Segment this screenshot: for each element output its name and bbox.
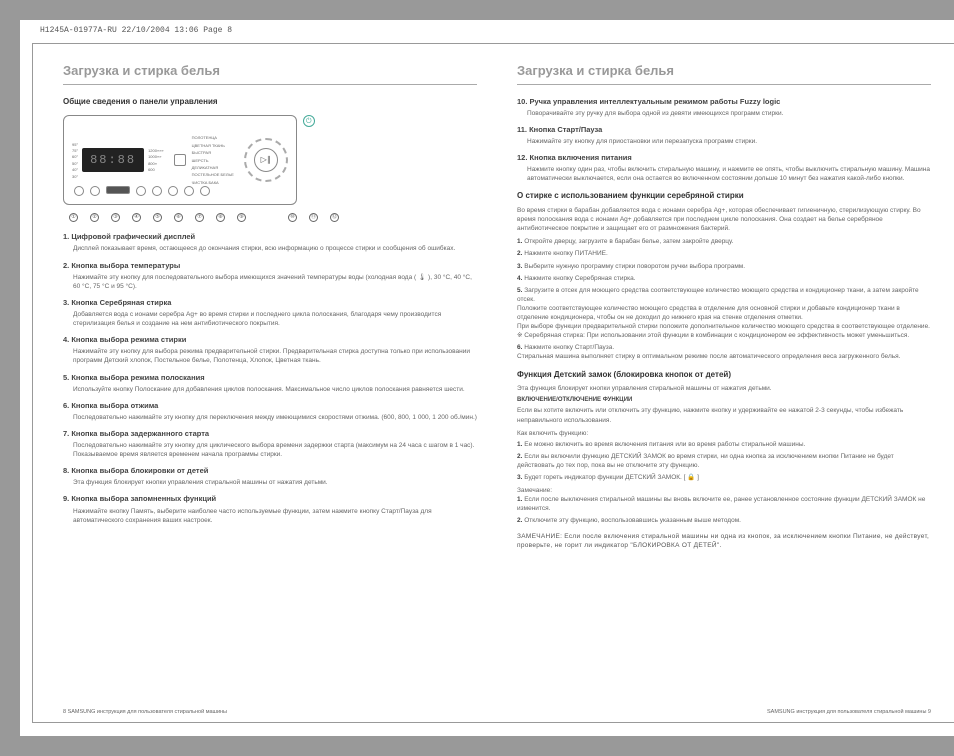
item-title: 9. Кнопка выбора запомненных функций: [63, 494, 477, 504]
step-item: 2. Нажмите кнопку ПИТАНИЕ.: [517, 249, 931, 258]
item-desc: Нажимайте кнопку Память, выберите наибол…: [63, 507, 477, 525]
memory-icon: [174, 154, 186, 166]
power-icon: ⏻: [303, 115, 315, 127]
step-item: 6. Нажмите кнопку Старт/Пауза.Стиральная…: [517, 343, 931, 361]
panel-button: [74, 186, 84, 196]
item-block: 6. Кнопка выбора отжима Последовательно н…: [63, 401, 477, 422]
step-item: 3. Будет гореть индикатор функции ДЕТСКИ…: [517, 473, 931, 482]
item-block: 12. Кнопка включения питания Нажмите кноп…: [517, 153, 931, 183]
panel-heading: Общие сведения о панели управления: [63, 97, 477, 108]
item-title: 3. Кнопка Серебряная стирка: [63, 298, 477, 308]
silver-heading: О стирке с использованием функции серебр…: [517, 191, 931, 202]
item-title: 12. Кнопка включения питания: [517, 153, 931, 163]
step-item: 5. Загрузите в отсек для моющего средств…: [517, 286, 931, 341]
page-footer-left: 8 SAMSUNG инструкция для пользователя ст…: [63, 709, 227, 716]
page: H1245A-01977A-RU 22/10/2004 13:06 Page 8…: [20, 20, 954, 736]
ag-button: [106, 186, 130, 194]
item-block: 10. Ручка управления интеллектуальным ре…: [517, 97, 931, 118]
program-labels: ПОЛОТЕНЦА ЦВЕТНАЯ ТКАНЬ БЫСТРАЯ ШЕРСТЬ Д…: [192, 135, 234, 185]
panel-button: [200, 186, 210, 196]
item-title: 8. Кнопка выбора блокировки от детей: [63, 466, 477, 476]
item-desc: Нажимайте эту кнопку для последовательно…: [63, 273, 477, 291]
item-block: 9. Кнопка выбора запомненных функций Нажи…: [63, 494, 477, 524]
right-column: Загрузка и стирка белья 10. Ручка управл…: [517, 62, 931, 712]
item-block: 2. Кнопка выбора температуры Нажимайте эт…: [63, 261, 477, 291]
item-block: 3. Кнопка Серебряная стирка Добавляется в…: [63, 298, 477, 328]
button-row: [74, 186, 210, 196]
childlock-sub: Эта функция блокирует кнопки управления …: [517, 384, 931, 393]
panel-button: [90, 186, 100, 196]
control-panel-diagram: 95° 75° 60° 50° 40° 30° 88:88 1200»»» 10…: [63, 115, 297, 205]
item-block: 4. Кнопка выбора режима стирки Нажимайте …: [63, 335, 477, 365]
item-title: 5. Кнопка выбора режима полоскания: [63, 373, 477, 383]
item-desc: Нажмите кнопку один раз, чтобы включить …: [517, 165, 931, 183]
step-item: 1. Откройте дверцу, загрузите в барабан …: [517, 237, 931, 246]
step-item: 4. Нажмите кнопку Серебряная стирка.: [517, 274, 931, 283]
panel-button: [136, 186, 146, 196]
note-item: 1. Если после выключения стиральной маши…: [517, 495, 931, 513]
final-note: ЗАМЕЧАНИЕ: Если после включения стиральн…: [517, 532, 931, 550]
spin-leds: 1200»»» 1000»» 800» 600: [148, 148, 164, 173]
childlock-how: Как включить функцию:: [517, 429, 931, 438]
childlock-heading: Функция Детский замок (блокировка кнопок…: [517, 370, 931, 381]
item-title: 7. Кнопка выбора задержанного старта: [63, 429, 477, 439]
program-dial: ▷∥: [244, 138, 288, 182]
item-title: 6. Кнопка выбора отжима: [63, 401, 477, 411]
silver-intro: Во время стирки в барабан добавляется во…: [517, 206, 931, 233]
item-title: 10. Ручка управления интеллектуальным ре…: [517, 97, 931, 107]
item-block: 5. Кнопка выбора режима полоскания Исполь…: [63, 373, 477, 394]
step-item: 2. Если вы включили функцию ДЕТСКИЙ ЗАМО…: [517, 452, 931, 470]
note-item: 2. Отключите эту функцию, воспользовавши…: [517, 516, 931, 525]
item-desc: Последовательно нажимайте эту кнопку для…: [63, 441, 477, 459]
step-item: 3. Выберите нужную программу стирки пово…: [517, 262, 931, 271]
item-desc: Добавляется вода с ионами серебра Ag+ во…: [63, 310, 477, 328]
page-footer-right: SAMSUNG инструкция для пользователя стир…: [767, 709, 931, 716]
item-desc: Последовательно нажимайте эту кнопку для…: [63, 413, 477, 422]
doc-meta: H1245A-01977A-RU 22/10/2004 13:06 Page 8: [20, 20, 954, 41]
panel-button: [184, 186, 194, 196]
page-title: Загрузка и стирка белья: [63, 62, 477, 85]
item-title: 11. Кнопка Старт/Пауза: [517, 125, 931, 135]
play-pause-icon: ▷∥: [254, 148, 278, 172]
temp-leds: 95° 75° 60° 50° 40° 30°: [72, 142, 78, 179]
item-block: 7. Кнопка выбора задержанного старта Посл…: [63, 429, 477, 459]
panel-button: [168, 186, 178, 196]
item-title: 2. Кнопка выбора температуры: [63, 261, 477, 271]
content-frame: Загрузка и стирка белья Общие сведения о…: [32, 43, 954, 723]
item-desc: Используйте кнопку Полоскание для добавл…: [63, 385, 477, 394]
item-desc: Дисплей показывает время, остающееся до …: [63, 244, 477, 253]
marker-row: ① ② ③ ④ ⑤ ⑥ ⑦ ⑧ ⑨ ⑩ ⑪ ⑫: [69, 213, 477, 222]
childlock-note-head: Замечание:: [517, 486, 931, 495]
childlock-toggle: ВКЛЮЧЕНИЕ/ОТКЛЮЧЕНИЕ ФУНКЦИИ: [517, 396, 931, 404]
left-column: Загрузка и стирка белья Общие сведения о…: [63, 62, 477, 712]
item-desc: Нажимайте эту кнопку для приостановки ил…: [517, 137, 931, 146]
item-desc: Нажимайте эту кнопку для выбора режима п…: [63, 347, 477, 365]
page-title: Загрузка и стирка белья: [517, 62, 931, 85]
item-block: 11. Кнопка Старт/Пауза Нажимайте эту кноп…: [517, 125, 931, 146]
childlock-intro: Если вы хотите включить или отключить эт…: [517, 406, 931, 424]
item-desc: Поворачивайте эту ручку для выбора одной…: [517, 109, 931, 118]
item-block: 1. Цифровой графический дисплей Дисплей п…: [63, 232, 477, 253]
item-title: 4. Кнопка выбора режима стирки: [63, 335, 477, 345]
panel-button: [152, 186, 162, 196]
item-title: 1. Цифровой графический дисплей: [63, 232, 477, 242]
digital-display: 88:88: [82, 148, 144, 172]
step-item: 1. Ее можно включить во время включения …: [517, 440, 931, 449]
item-desc: Эта функция блокирует кнопки управления …: [63, 478, 477, 487]
item-block: 8. Кнопка выбора блокировки от детей Эта …: [63, 466, 477, 487]
